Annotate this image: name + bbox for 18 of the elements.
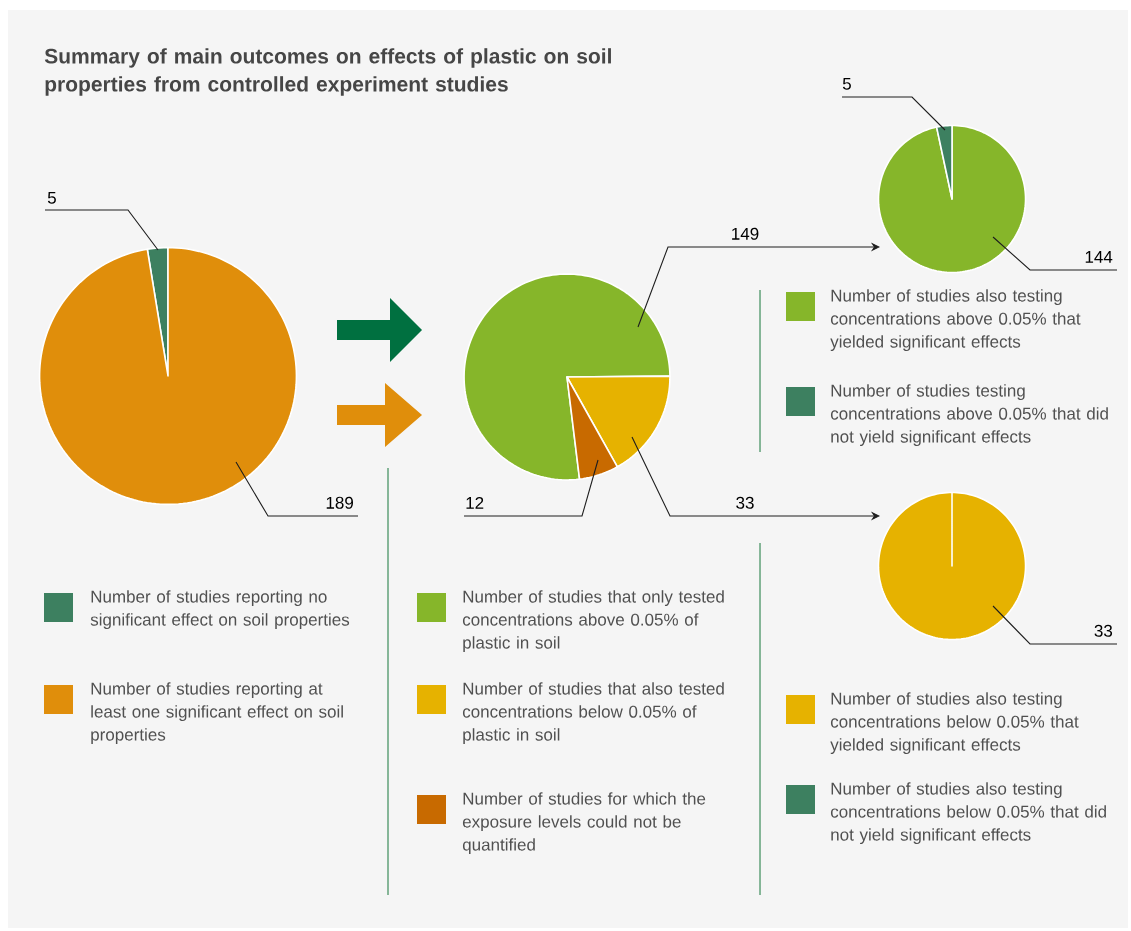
- data-label: 5: [842, 77, 851, 90]
- data-label: 12: [466, 496, 484, 509]
- chart-title: Summary of main outcomes on effects of plastic on soil properties from controlled experiment studies: [44, 48, 611, 96]
- data-label: 189: [326, 496, 353, 509]
- legend-label: Number of studies also testing concentrations above 0.05% that yielded significant effects: [830, 289, 1081, 352]
- data-label: 149: [732, 227, 759, 240]
- data-label: 144: [1085, 251, 1113, 263]
- data-label: 33: [1094, 624, 1113, 637]
- legend-label: Number of studies that only tested concentrations above 0.05% of plastic in soil: [462, 590, 724, 653]
- data-label: 33: [736, 496, 754, 509]
- legend-label: Number of studies reporting at least one significant effect on soil properties: [91, 682, 343, 745]
- data-label: 5: [47, 191, 56, 204]
- legend-label: Number of studies also testing concentrations below 0.05% that did not yield significant effects: [830, 782, 1106, 845]
- legend-label: Number of studies for which the exposure levels could not be quantified: [462, 792, 706, 855]
- legend-label: Number of studies also testing concentrations below 0.05% that yielded significant effects: [830, 692, 1079, 755]
- legend-label: Number of studies that also tested concentrations below 0.05% of plastic in soil: [462, 682, 724, 745]
- legend-label: Number of studies testing concentrations above 0.05% that did not yield significant effects: [830, 384, 1108, 447]
- legend-label: Number of studies reporting no significant effect on soil properties: [90, 590, 350, 630]
